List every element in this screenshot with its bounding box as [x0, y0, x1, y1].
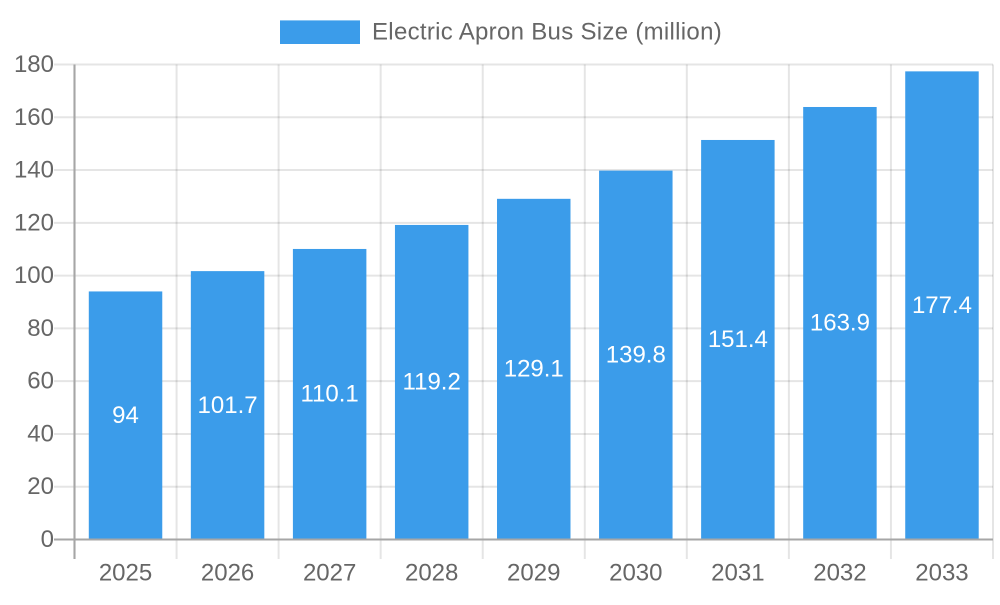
svg-text:2031: 2031: [711, 560, 764, 587]
svg-text:129.1: 129.1: [504, 356, 564, 383]
svg-text:100: 100: [14, 262, 54, 289]
svg-text:2026: 2026: [201, 560, 254, 587]
svg-text:151.4: 151.4: [708, 326, 768, 353]
svg-text:2028: 2028: [405, 560, 458, 587]
svg-text:2029: 2029: [507, 560, 560, 587]
svg-text:94: 94: [112, 402, 139, 429]
svg-text:160: 160: [14, 104, 54, 131]
svg-text:119.2: 119.2: [403, 369, 461, 396]
svg-text:2030: 2030: [609, 560, 662, 587]
svg-text:2032: 2032: [813, 560, 866, 587]
svg-text:177.4: 177.4: [912, 292, 972, 319]
svg-text:180: 180: [14, 51, 54, 78]
svg-text:20: 20: [27, 473, 54, 500]
svg-text:2025: 2025: [99, 560, 152, 587]
svg-text:0: 0: [41, 526, 54, 553]
svg-text:139.8: 139.8: [606, 342, 666, 369]
svg-text:Electric Apron Bus Size (milli: Electric Apron Bus Size (million): [372, 18, 722, 45]
svg-text:2033: 2033: [915, 560, 968, 587]
svg-text:101.7: 101.7: [198, 392, 258, 419]
svg-text:120: 120: [14, 209, 54, 236]
svg-text:60: 60: [27, 368, 54, 395]
svg-text:163.9: 163.9: [810, 310, 870, 337]
svg-text:110.1: 110.1: [300, 381, 358, 408]
svg-text:40: 40: [27, 420, 54, 447]
svg-text:2027: 2027: [303, 560, 356, 587]
svg-text:140: 140: [14, 157, 54, 184]
svg-text:80: 80: [27, 315, 54, 342]
